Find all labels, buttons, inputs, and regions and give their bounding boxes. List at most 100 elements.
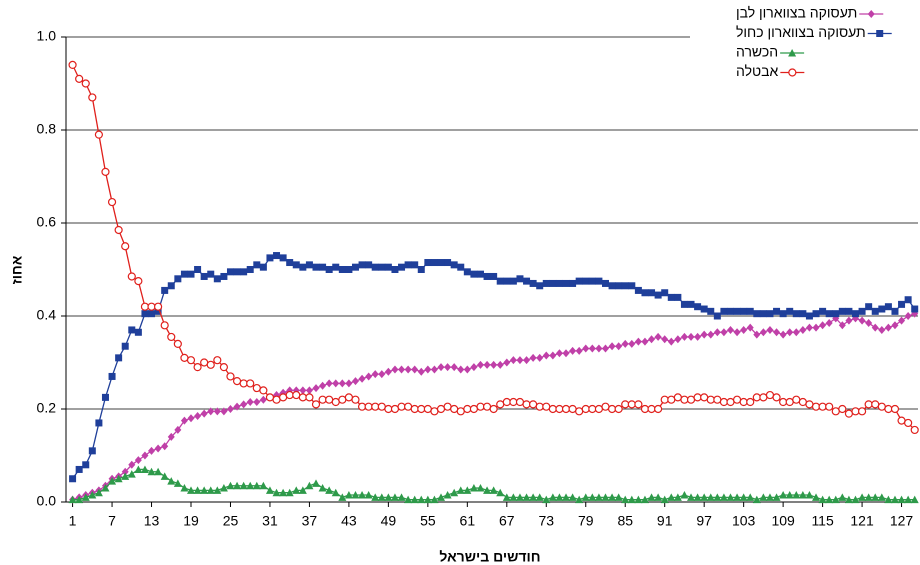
marker (634, 495, 643, 504)
marker (687, 332, 695, 341)
marker (904, 418, 913, 428)
marker (515, 493, 524, 501)
marker (444, 363, 452, 372)
marker (911, 305, 919, 313)
marker (121, 242, 130, 251)
marker (345, 266, 353, 273)
marker (673, 493, 682, 501)
marker (161, 442, 169, 451)
marker (292, 390, 301, 400)
marker (838, 493, 847, 501)
marker (713, 328, 721, 337)
marker (423, 495, 432, 504)
marker (549, 279, 557, 287)
marker (647, 404, 656, 414)
marker (575, 346, 583, 355)
marker (904, 312, 912, 320)
marker (358, 261, 366, 269)
marker (364, 402, 373, 411)
marker (654, 493, 663, 501)
marker (825, 318, 833, 327)
marker (884, 404, 893, 414)
marker (411, 261, 419, 269)
marker (101, 484, 110, 492)
marker (226, 405, 234, 413)
marker (430, 259, 438, 267)
marker (536, 353, 544, 362)
marker (648, 335, 656, 344)
marker (575, 495, 584, 504)
marker (686, 395, 696, 404)
marker (536, 282, 544, 290)
marker (805, 323, 813, 332)
marker (719, 397, 729, 407)
marker (128, 326, 136, 334)
marker (180, 353, 189, 362)
x-tick-label: 61 (460, 513, 476, 529)
marker (674, 293, 682, 301)
marker (818, 402, 827, 411)
marker (240, 400, 248, 409)
marker (627, 400, 636, 409)
marker (792, 310, 800, 318)
marker (305, 481, 314, 490)
marker (154, 307, 162, 315)
marker (615, 282, 623, 290)
x-tick-label: 79 (578, 513, 594, 529)
marker (792, 328, 800, 337)
x-tick-label: 49 (381, 513, 397, 529)
marker (114, 474, 123, 483)
marker (871, 400, 880, 409)
marker (430, 407, 439, 416)
marker (667, 493, 676, 501)
marker (746, 397, 755, 407)
legend-marker (867, 10, 875, 18)
marker (588, 493, 597, 501)
marker (483, 486, 492, 494)
marker (746, 493, 755, 501)
marker (371, 370, 379, 379)
marker (555, 493, 564, 501)
marker (851, 310, 859, 318)
marker (825, 495, 834, 504)
marker (174, 425, 182, 434)
marker (490, 360, 498, 369)
marker (469, 484, 478, 492)
marker (233, 481, 242, 490)
marker (522, 400, 531, 409)
marker (88, 491, 97, 499)
marker (904, 495, 913, 504)
marker (167, 477, 176, 485)
x-tick-label: 7 (108, 513, 116, 529)
marker (265, 393, 275, 402)
marker (496, 488, 505, 497)
marker (910, 495, 919, 504)
marker (299, 263, 307, 271)
x-tick-label: 31 (262, 513, 278, 529)
marker (273, 252, 281, 260)
marker (898, 300, 906, 308)
marker (773, 307, 781, 315)
marker (898, 316, 906, 325)
marker (246, 266, 254, 273)
marker (246, 379, 255, 388)
marker (654, 291, 662, 299)
marker (772, 493, 781, 501)
marker (200, 358, 209, 367)
marker (200, 272, 208, 280)
marker (680, 491, 689, 499)
marker (444, 259, 452, 267)
marker (180, 484, 189, 492)
marker (621, 400, 630, 409)
marker (180, 416, 188, 425)
marker (266, 254, 274, 262)
marker (279, 488, 288, 497)
marker (338, 266, 346, 273)
marker (377, 493, 386, 501)
marker (161, 286, 169, 294)
marker (331, 488, 340, 497)
marker (450, 488, 459, 497)
marker (384, 493, 393, 501)
marker (654, 404, 663, 414)
marker (390, 493, 399, 501)
